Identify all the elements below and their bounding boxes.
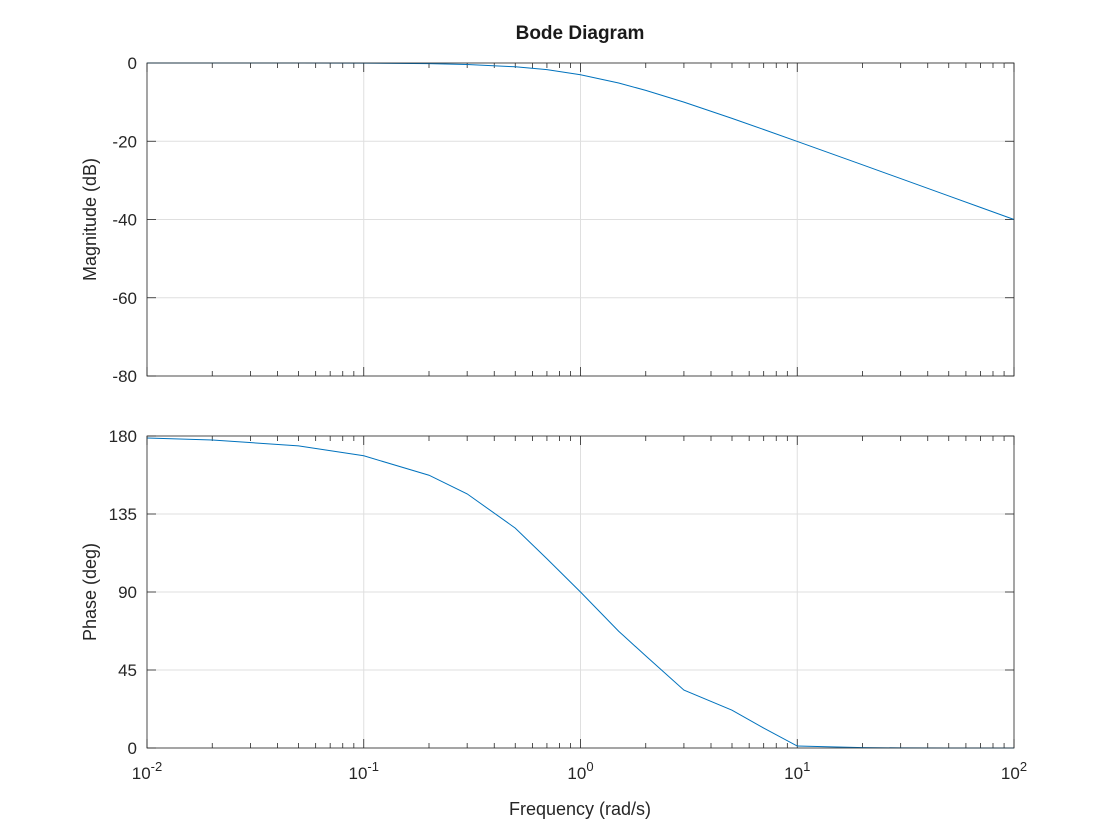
x-tick-label: 102 bbox=[1001, 759, 1027, 783]
magnitude-axes-box bbox=[146, 62, 1015, 377]
phase-y-axis-label: Phase (deg) bbox=[80, 543, 100, 641]
x-axis-label: Frequency (rad/s) bbox=[509, 799, 651, 819]
magnitude-panel: 0 -20 -40 -60 -80 Magnitude (dB) bbox=[80, 54, 1015, 386]
bode-panels: 0 -20 -40 -60 -80 Magnitude (dB) 180 135 90 45 0 Ph… bbox=[80, 54, 1027, 783]
magnitude-y-tick-label: -80 bbox=[112, 367, 137, 386]
phase-y-tick-label: 45 bbox=[118, 661, 137, 680]
figure-title: Bode Diagram bbox=[516, 23, 645, 44]
phase-axes-box bbox=[146, 435, 1015, 749]
x-tick-label: 100 bbox=[567, 759, 593, 783]
magnitude-y-tick-label: -20 bbox=[112, 132, 137, 151]
phase-y-tick-label: 90 bbox=[118, 583, 137, 602]
x-tick-label: 101 bbox=[784, 759, 810, 783]
magnitude-y-axis-label: Magnitude (dB) bbox=[80, 158, 100, 281]
magnitude-y-tick-label: -40 bbox=[112, 211, 137, 230]
x-tick-label: 10-2 bbox=[132, 759, 162, 783]
phase-panel: 180 135 90 45 0 Phase (deg) 10-2 10-1 100 101 102 bbox=[80, 427, 1027, 783]
phase-y-tick-label: 135 bbox=[109, 505, 137, 524]
phase-y-tick-label: 180 bbox=[109, 427, 137, 446]
x-tick-label: 10-1 bbox=[349, 759, 379, 783]
phase-y-tick-label: 0 bbox=[128, 739, 137, 758]
magnitude-y-tick-label: -60 bbox=[112, 289, 137, 308]
magnitude-y-tick-label: 0 bbox=[128, 54, 137, 73]
